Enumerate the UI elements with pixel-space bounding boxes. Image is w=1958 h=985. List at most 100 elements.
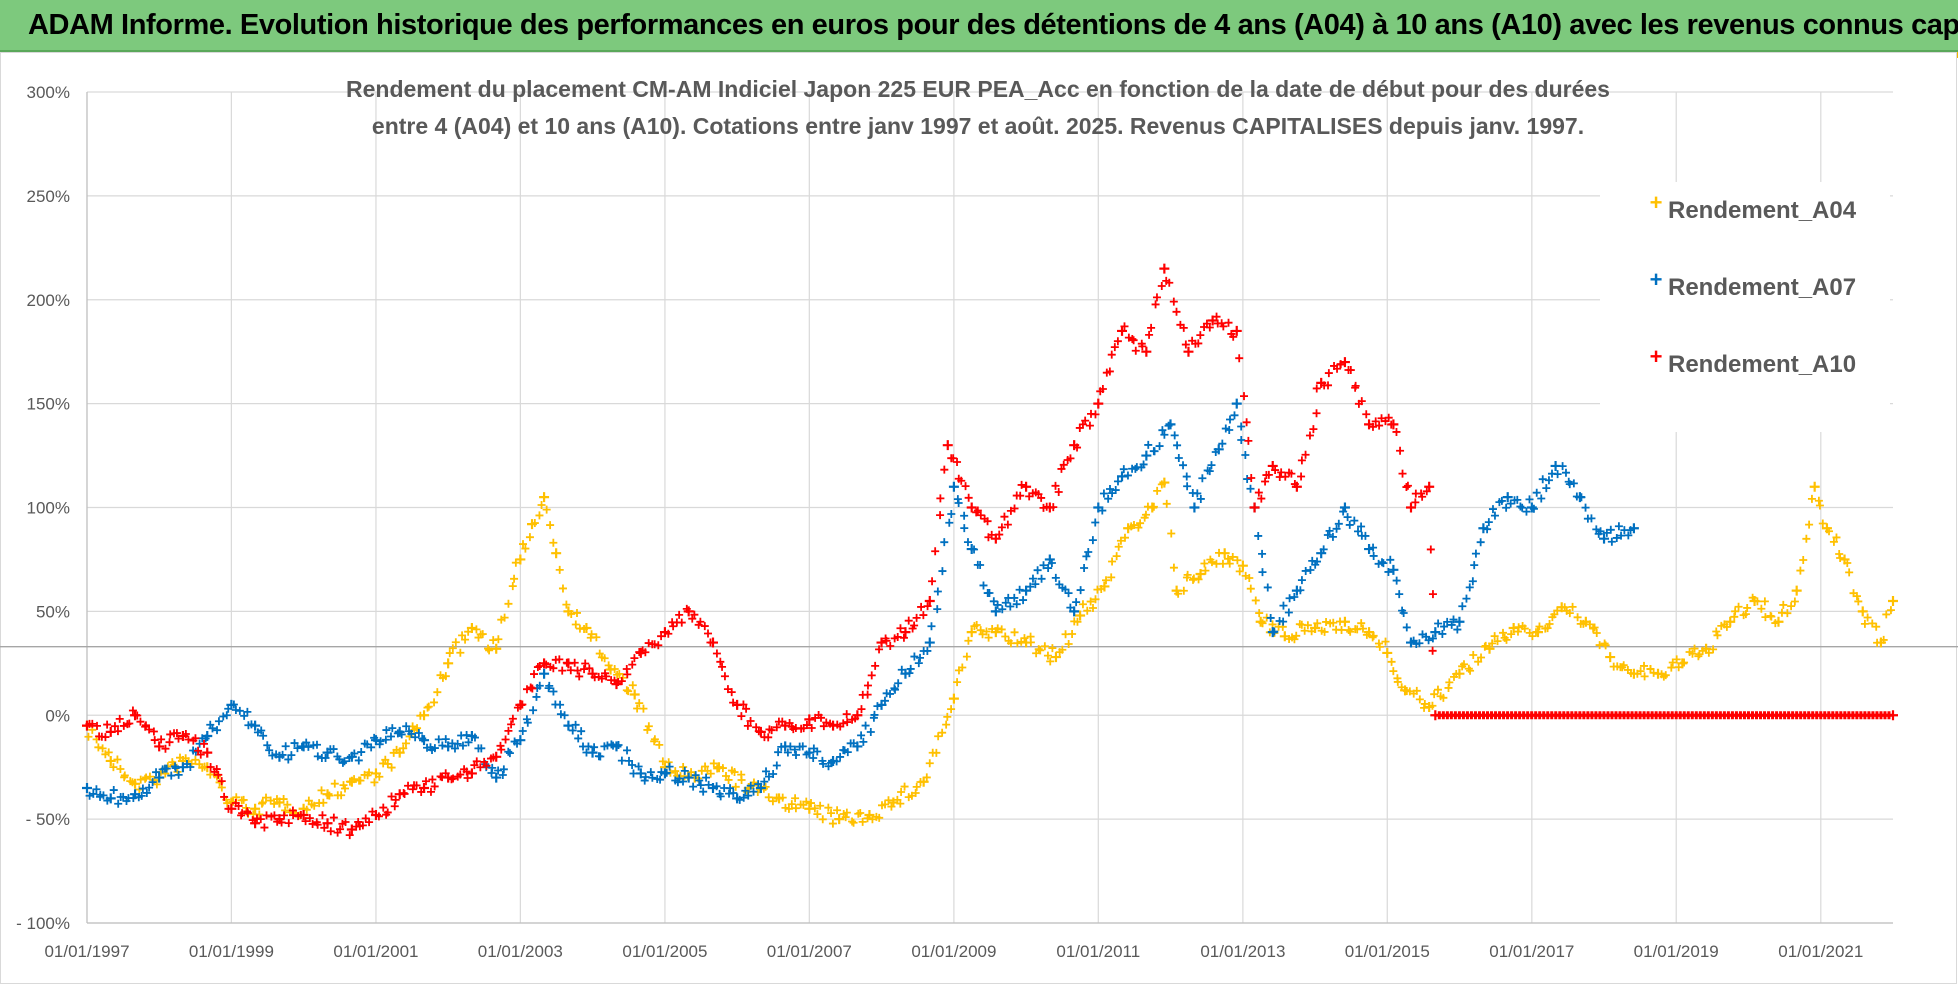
scatter-fill-point bbox=[828, 819, 837, 828]
scatter-fill-point bbox=[600, 654, 609, 663]
scatter-fill-point bbox=[1091, 595, 1100, 604]
scatter-fill-point bbox=[1854, 597, 1863, 606]
scatter-fill-point bbox=[571, 620, 580, 629]
scatter-fill-point bbox=[839, 719, 848, 728]
scatter-fill-point bbox=[1607, 537, 1616, 546]
data-point bbox=[605, 664, 616, 675]
scatter-fill-point bbox=[1350, 516, 1359, 525]
data-point bbox=[1628, 523, 1639, 534]
scatter-fill-point bbox=[1072, 598, 1081, 607]
data-point bbox=[1099, 581, 1110, 592]
scatter-fill-point bbox=[1362, 410, 1371, 419]
scatter-fill-point bbox=[157, 735, 166, 744]
scatter-fill-point bbox=[172, 729, 181, 738]
scatter-fill-point bbox=[772, 723, 781, 732]
scatter-fill-point bbox=[313, 752, 322, 761]
data-point bbox=[581, 622, 592, 633]
scatter-fill-point bbox=[402, 722, 411, 731]
scatter-fill-point bbox=[979, 581, 988, 590]
scatter-fill-point bbox=[1384, 413, 1393, 422]
scatter-fill-point bbox=[1386, 555, 1395, 564]
scatter-fill-point bbox=[485, 646, 494, 655]
data-point bbox=[966, 544, 977, 555]
scatter-fill-point bbox=[1230, 411, 1239, 420]
scatter-fill-point bbox=[235, 706, 244, 715]
scatter-fill-point bbox=[933, 605, 942, 614]
scatter-fill-point bbox=[1169, 297, 1178, 306]
scatter-fill-point bbox=[317, 786, 326, 795]
data-point bbox=[491, 751, 502, 762]
scatter-fill-point bbox=[430, 698, 439, 707]
scatter-fill-point bbox=[1033, 566, 1042, 575]
scatter-fill-point bbox=[558, 584, 567, 593]
scatter-fill-point bbox=[135, 785, 144, 794]
scatter-fill-point bbox=[428, 775, 437, 784]
scatter-fill-point bbox=[940, 538, 949, 547]
scatter-fill-point bbox=[1112, 552, 1121, 561]
scatter-fill-point bbox=[1279, 617, 1288, 626]
scatter-fill-point bbox=[1344, 626, 1353, 635]
scatter-fill-point bbox=[1392, 427, 1401, 436]
scatter-fill-point bbox=[145, 725, 154, 734]
scatter-fill-point bbox=[607, 740, 616, 749]
scatter-fill-point bbox=[691, 771, 700, 780]
legend: + Rendement_A04 + Rendement_A07 + Rendem… bbox=[1600, 182, 1890, 432]
scatter-fill-point bbox=[897, 787, 906, 796]
data-point bbox=[1075, 610, 1086, 621]
data-point bbox=[82, 782, 92, 793]
legend-marker-a04: + bbox=[1650, 190, 1663, 215]
scatter-fill-point bbox=[558, 666, 567, 675]
data-point bbox=[1021, 481, 1032, 492]
scatter-fill-point bbox=[1712, 627, 1721, 636]
scatter-fill-point bbox=[856, 808, 865, 817]
scatter-fill-point bbox=[816, 801, 825, 810]
scatter-fill-point bbox=[648, 773, 657, 782]
scatter-fill-point bbox=[357, 748, 366, 757]
scatter-fill-point bbox=[1351, 381, 1360, 390]
scatter-fill-point bbox=[508, 714, 517, 723]
scatter-fill-point bbox=[1297, 576, 1306, 585]
scatter-fill-point bbox=[1247, 473, 1256, 482]
legend-marker-a07: + bbox=[1650, 267, 1663, 292]
data-point bbox=[1123, 523, 1134, 534]
scatter-fill-point bbox=[1237, 435, 1246, 444]
scatter-fill-point bbox=[1783, 609, 1792, 618]
data-point bbox=[105, 726, 116, 737]
data-point bbox=[1599, 533, 1610, 544]
y-tick-label: - 50% bbox=[26, 810, 70, 829]
scatter-fill-point bbox=[1244, 436, 1253, 445]
scatter-fill-point bbox=[293, 744, 302, 753]
scatter-fill-point bbox=[379, 803, 388, 812]
scatter-fill-point bbox=[199, 739, 208, 748]
data-point bbox=[888, 797, 899, 808]
scatter-fill-point bbox=[1113, 337, 1122, 346]
scatter-fill-point bbox=[1743, 603, 1752, 612]
scatter-fill-point bbox=[861, 721, 870, 730]
scatter-fill-point bbox=[724, 775, 733, 784]
scatter-fill-point bbox=[161, 744, 170, 753]
scatter-fill-point bbox=[677, 618, 686, 627]
data-point bbox=[1580, 616, 1591, 627]
scatter-fill-point bbox=[421, 777, 430, 786]
scatter-fill-point bbox=[89, 789, 98, 798]
scatter-fill-point bbox=[615, 669, 624, 678]
data-point bbox=[1364, 544, 1375, 555]
scatter-fill-point bbox=[458, 741, 467, 750]
scatter-fill-point bbox=[947, 705, 956, 714]
scatter-fill-point bbox=[827, 809, 836, 818]
scatter-fill-point bbox=[962, 652, 971, 661]
scatter-fill-point bbox=[340, 757, 349, 766]
scatter-fill-point bbox=[94, 743, 103, 752]
scatter-fill-point bbox=[644, 639, 653, 648]
scatter-fill-point bbox=[784, 804, 793, 813]
scatter-fill-point bbox=[628, 760, 637, 769]
scatter-fill-point bbox=[842, 808, 851, 817]
scatter-fill-point bbox=[925, 759, 934, 768]
scatter-fill-point bbox=[687, 768, 696, 777]
scatter-fill-point bbox=[191, 755, 200, 764]
scatter-fill-point bbox=[166, 730, 175, 739]
scatter-fill-point bbox=[700, 622, 709, 631]
scatter-fill-point bbox=[1254, 488, 1263, 497]
scatter-fill-point bbox=[983, 517, 992, 526]
scatter-fill-point bbox=[947, 510, 956, 519]
